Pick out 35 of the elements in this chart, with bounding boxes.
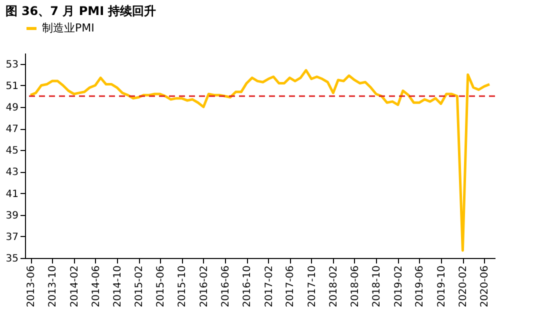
x-tick-label: 2015-10 <box>177 266 188 308</box>
x-tick-label: 2017-06 <box>285 266 296 308</box>
x-tick-label: 2015-02 <box>134 266 146 308</box>
x-tick-label: 2016-02 <box>198 266 210 308</box>
y-tick-label: 39 <box>6 210 18 222</box>
chart-title: 图 36、7 月 PMI 持续回升 <box>5 4 156 18</box>
x-tick-label: 2020-02 <box>458 266 470 308</box>
y-tick-label: 53 <box>6 59 18 70</box>
x-tick-label: 2014-10 <box>112 266 124 308</box>
x-tick-label: 2019-02 <box>393 266 404 308</box>
line-series <box>29 69 491 252</box>
x-tick-label: 2017-10 <box>306 266 318 308</box>
x-tick-label: 2020-06 <box>480 266 491 308</box>
y-tick-label: 41 <box>6 188 18 200</box>
x-tick-label: 2018-02 <box>328 266 340 308</box>
x-tick-label: 2014-02 <box>69 266 80 308</box>
x-tick-label: 2019-10 <box>436 266 448 308</box>
y-tick-label: 51 <box>6 80 18 92</box>
x-tick-label: 2016-10 <box>242 266 254 308</box>
y-tick-label: 37 <box>6 232 18 243</box>
y-tick-label: 47 <box>6 124 18 136</box>
y-tick-label: 43 <box>6 167 18 178</box>
x-tick-label: 2017-02 <box>264 266 275 308</box>
x-tick-label: 2019-06 <box>414 266 426 308</box>
x-tick-label: 2018-06 <box>350 266 361 308</box>
x-tick-label: 2013-10 <box>48 266 59 308</box>
x-tick-label: 2015-06 <box>156 266 167 308</box>
x-tick-label: 2018-10 <box>372 266 383 308</box>
x-tick-label: 2013-06 <box>26 266 37 308</box>
y-tick-label: 49 <box>6 102 18 114</box>
x-tick-label: 2016-06 <box>220 266 232 308</box>
y-tick-label: 45 <box>6 146 18 157</box>
legend-label: 制造业PMI <box>42 22 94 34</box>
x-tick-label: 2014-06 <box>90 266 102 308</box>
y-tick-label: 35 <box>6 254 18 264</box>
